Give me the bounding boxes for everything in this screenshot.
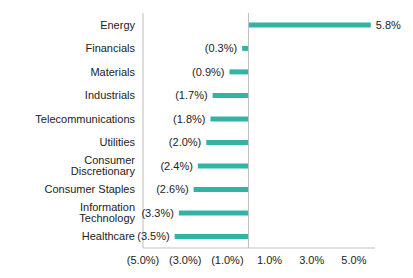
svg-text:(3.5%): (3.5%): [137, 230, 169, 242]
svg-text:(1.0%): (1.0%): [211, 254, 243, 266]
svg-text:(3.0%): (3.0%): [169, 254, 201, 266]
svg-text:1.0%: 1.0%: [257, 254, 282, 266]
svg-text:(2.0%): (2.0%): [169, 136, 201, 148]
svg-text:Industrials: Industrials: [85, 89, 136, 101]
svg-text:(1.7%): (1.7%): [175, 89, 207, 101]
svg-text:5.0%: 5.0%: [341, 254, 366, 266]
svg-text:(0.3%): (0.3%): [205, 42, 237, 54]
svg-text:Utilities: Utilities: [100, 136, 136, 148]
svg-text:(0.9%): (0.9%): [192, 66, 224, 78]
svg-text:InformationTechnology: InformationTechnology: [79, 201, 135, 224]
svg-text:(1.8%): (1.8%): [173, 113, 205, 125]
svg-text:3.0%: 3.0%: [299, 254, 324, 266]
svg-text:(3.3%): (3.3%): [141, 207, 173, 219]
svg-text:Healthcare: Healthcare: [82, 230, 135, 242]
svg-text:Telecommunications: Telecommunications: [35, 113, 135, 125]
svg-text:Energy: Energy: [100, 19, 135, 31]
svg-text:Consumer Staples: Consumer Staples: [45, 183, 136, 195]
svg-text:5.8%: 5.8%: [376, 19, 401, 31]
svg-text:Financials: Financials: [85, 42, 135, 54]
svg-text:(2.6%): (2.6%): [156, 183, 188, 195]
svg-text:ConsumerDiscretionary: ConsumerDiscretionary: [71, 154, 136, 177]
svg-text:(5.0%): (5.0%): [127, 254, 159, 266]
svg-text:(2.4%): (2.4%): [160, 160, 192, 172]
svg-text:Materials: Materials: [90, 66, 135, 78]
